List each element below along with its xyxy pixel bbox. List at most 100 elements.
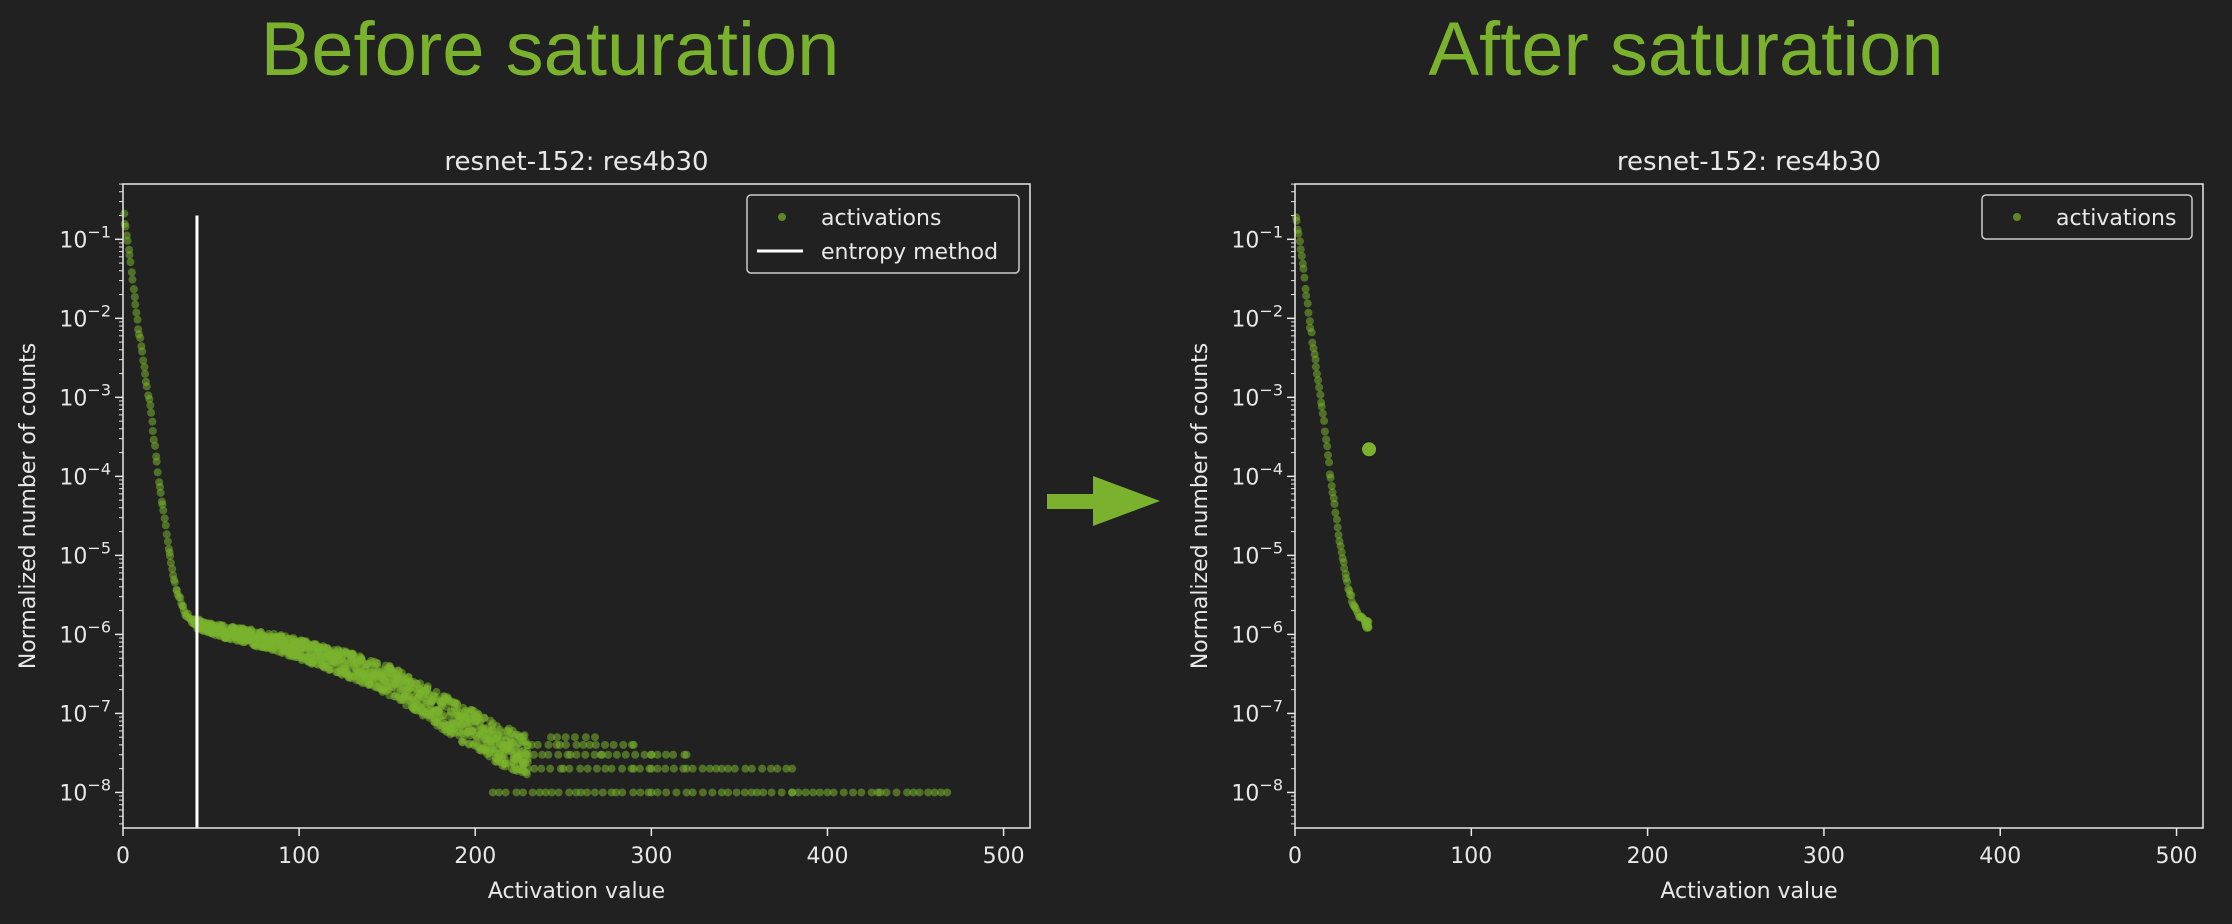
- y-tick-label: 10−7: [59, 696, 111, 727]
- activation-point: [533, 740, 542, 749]
- activation-point: [1317, 402, 1326, 411]
- activation-point: [823, 788, 832, 797]
- activation-point: [565, 788, 574, 797]
- activation-point: [647, 764, 656, 773]
- legend: activations: [1981, 194, 2193, 240]
- activation-point: [1325, 458, 1334, 467]
- activation-point: [148, 426, 157, 435]
- activation-point: [619, 740, 628, 749]
- activation-point: [544, 740, 553, 749]
- activation-point: [528, 788, 537, 797]
- y-axis-label: Normalized number of counts: [16, 343, 41, 669]
- activation-point: [705, 764, 714, 773]
- activation-point: [138, 347, 147, 356]
- activation-point: [788, 764, 797, 773]
- activation-point: [132, 308, 141, 317]
- activation-point: [576, 788, 585, 797]
- activation-point: [661, 764, 670, 773]
- activation-point: [519, 788, 528, 797]
- activation-point: [1343, 577, 1352, 586]
- activation-point: [601, 740, 610, 749]
- activation-point: [161, 521, 170, 530]
- activation-point: [669, 750, 678, 759]
- activation-point: [423, 682, 432, 691]
- activation-point: [936, 788, 945, 797]
- activation-point: [688, 788, 697, 797]
- y-tick-label: 10−6: [1231, 617, 1283, 648]
- activation-point: [565, 764, 574, 773]
- activation-point: [839, 788, 848, 797]
- activation-point: [601, 764, 610, 773]
- activation-point: [1326, 473, 1335, 482]
- activation-point: [732, 788, 741, 797]
- activation-point: [524, 764, 533, 773]
- activation-point: [145, 395, 154, 404]
- activation-point: [1301, 284, 1310, 293]
- y-tick-label: 10−3: [59, 380, 111, 411]
- activation-point: [647, 750, 656, 759]
- activation-point: [682, 750, 691, 759]
- activation-point: [547, 788, 556, 797]
- activation-points: [1292, 213, 1373, 633]
- activation-point: [590, 733, 599, 742]
- activation-point: [136, 333, 145, 342]
- activation-point: [867, 788, 876, 797]
- activation-point: [1364, 617, 1373, 626]
- y-tick-label: 10−6: [59, 617, 111, 648]
- activation-point: [151, 441, 160, 450]
- activation-point: [546, 764, 555, 773]
- activation-point: [1331, 508, 1340, 517]
- activation-point: [170, 578, 179, 587]
- activation-point: [647, 788, 656, 797]
- activation-point: [759, 788, 768, 797]
- activation-point: [1294, 229, 1303, 238]
- activation-point: [572, 740, 581, 749]
- y-tick-label: 10−5: [1231, 538, 1283, 569]
- legend-label: activations: [2056, 206, 2176, 231]
- activation-point: [131, 300, 140, 309]
- activation-point: [1332, 515, 1341, 524]
- activation-point: [609, 740, 618, 749]
- activation-point: [815, 788, 824, 797]
- activation-point: [708, 788, 717, 797]
- activation-point: [635, 764, 644, 773]
- activation-point: [133, 315, 142, 324]
- activation-point: [570, 733, 579, 742]
- activation-point: [512, 788, 521, 797]
- activation-point: [723, 764, 732, 773]
- legend-box: [746, 194, 1020, 274]
- activation-point: [809, 788, 818, 797]
- activation-point: [930, 788, 939, 797]
- activation-point: [662, 750, 671, 759]
- activation-point: [1305, 317, 1314, 326]
- activation-point: [1339, 558, 1348, 567]
- activation-point: [579, 740, 588, 749]
- activation-point: [747, 788, 756, 797]
- activation-point: [636, 788, 645, 797]
- activation-point: [629, 764, 638, 773]
- right-arrow-icon: [1047, 476, 1160, 526]
- activation-point: [618, 788, 627, 797]
- activation-point: [717, 764, 726, 773]
- activation-point: [139, 356, 148, 365]
- activation-point: [166, 558, 175, 567]
- x-tick-label: 500: [2156, 844, 2198, 869]
- activation-point: [1311, 362, 1320, 371]
- activation-point: [162, 530, 171, 539]
- plot-frame: [1294, 183, 2204, 829]
- activation-point: [1315, 383, 1324, 392]
- activation-point: [747, 764, 756, 773]
- activation-point: [857, 788, 866, 797]
- activation-point: [629, 788, 638, 797]
- activation-point: [590, 788, 599, 797]
- y-tick-label: 10−8: [1231, 775, 1283, 806]
- activation-point: [140, 363, 149, 372]
- activation-point: [583, 788, 592, 797]
- activation-point: [1320, 416, 1329, 425]
- activation-point: [1347, 591, 1356, 600]
- activation-point: [127, 268, 136, 277]
- activation-point: [712, 764, 721, 773]
- activation-point: [631, 750, 640, 759]
- activation-point: [1334, 531, 1343, 540]
- activation-point: [592, 764, 601, 773]
